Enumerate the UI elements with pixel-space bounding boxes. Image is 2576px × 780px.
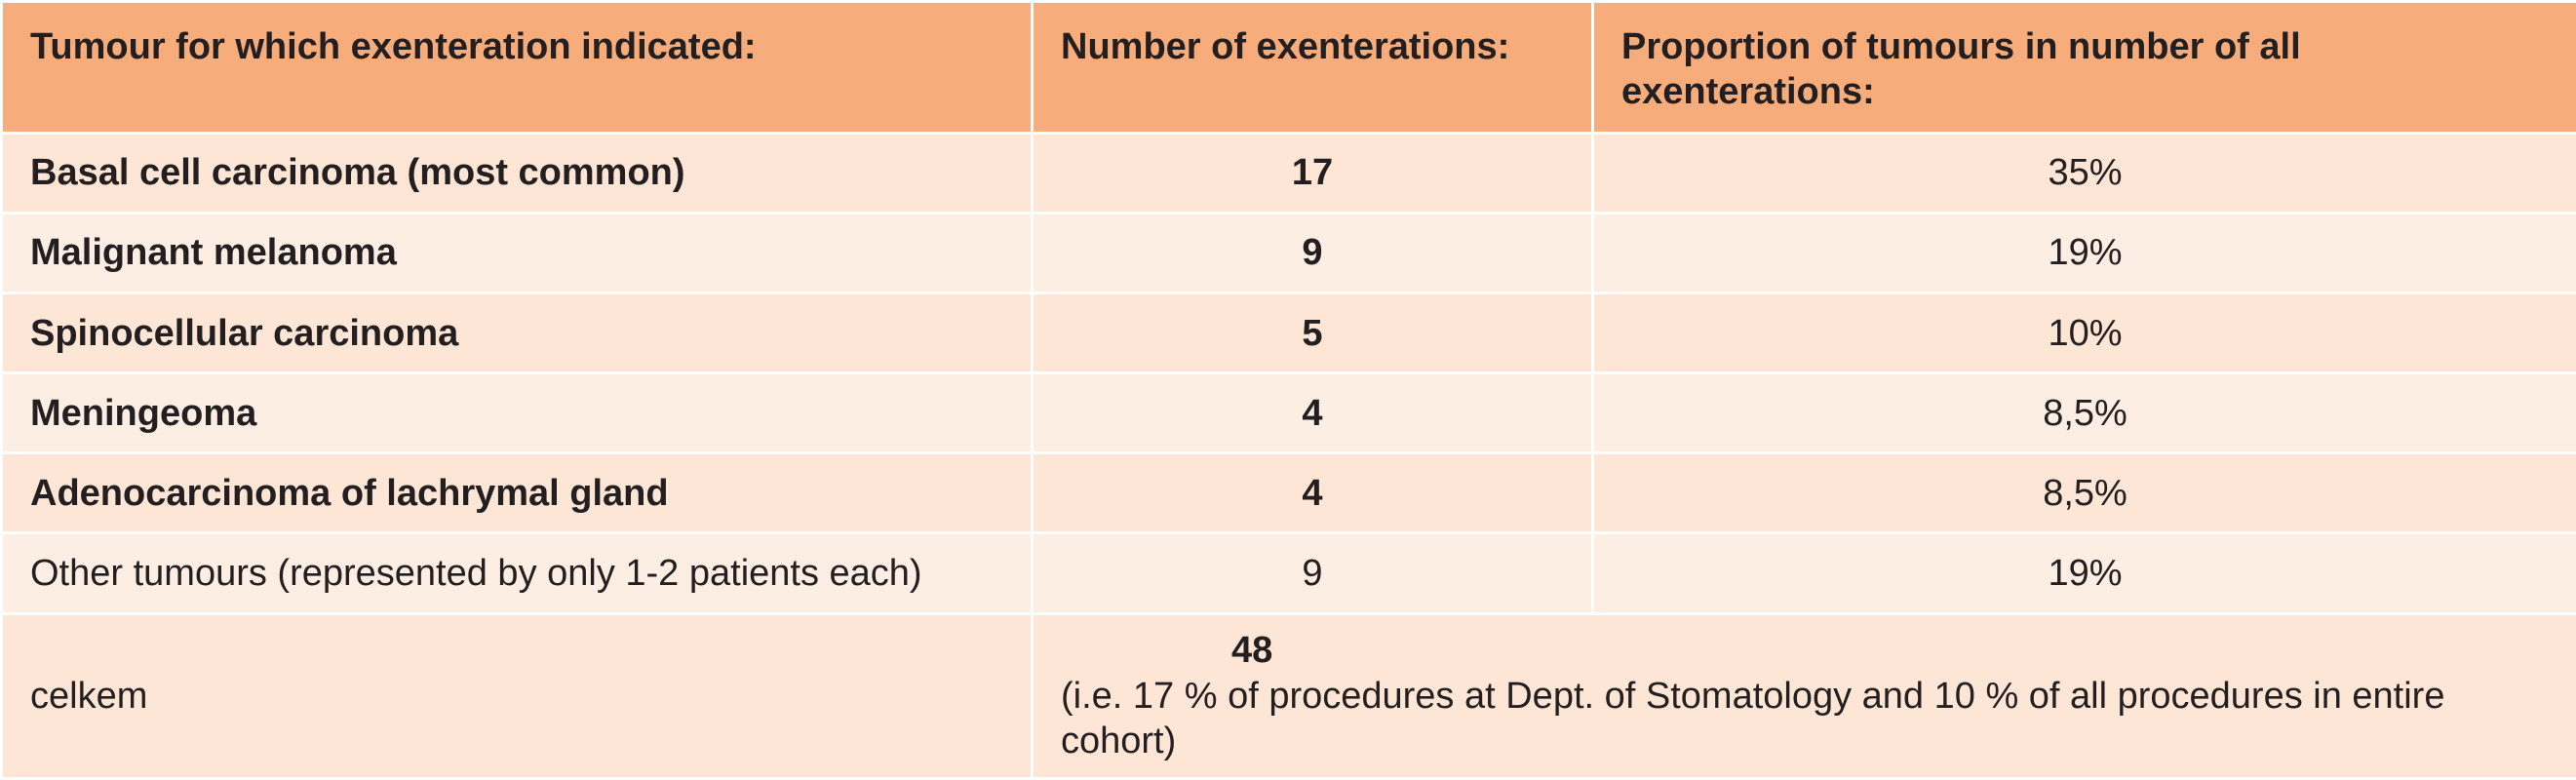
table-row: Basal cell carcinoma (most common) 17 35… (0, 131, 2576, 215)
tumour-cell: Basal cell carcinoma (most common) (0, 131, 1034, 215)
table-row: Other tumours (represented by only 1-2 p… (0, 531, 2576, 615)
header-row: Tumour for which exenteration indicated:… (0, 0, 2576, 135)
tumour-cell: Meningeoma (0, 371, 1034, 455)
proportion-cell: 19% (1591, 531, 2576, 615)
total-note: (i.e. 17 % of procedures at Dept. of Sto… (1061, 675, 2445, 761)
count-cell: 17 (1031, 131, 1594, 215)
proportion-cell: 8,5% (1591, 451, 2576, 535)
tumour-cell: Malignant melanoma (0, 212, 1034, 295)
total-count: 48 (1231, 630, 1273, 672)
header-tumour: Tumour for which exenteration indicated: (0, 0, 1034, 135)
tumour-cell: Spinocellular carcinoma (0, 292, 1034, 375)
proportion-cell: 10% (1591, 292, 2576, 375)
header-count: Number of exenterations: (1031, 0, 1594, 135)
proportion-cell: 8,5% (1591, 371, 2576, 455)
tumour-cell: Adenocarcinoma of lachrymal gland (0, 451, 1034, 535)
total-label-cell: celkem (0, 611, 1034, 780)
table-row: Spinocellular carcinoma 5 10% (0, 292, 2576, 375)
proportion-cell: 35% (1591, 131, 2576, 215)
table-body: Basal cell carcinoma (most common) 17 35… (0, 131, 2576, 780)
table-header: Tumour for which exenteration indicated:… (0, 0, 2576, 135)
count-cell: 4 (1031, 371, 1594, 455)
count-cell: 9 (1031, 212, 1594, 295)
proportion-cell: 19% (1591, 212, 2576, 295)
table-row: Malignant melanoma 9 19% (0, 212, 2576, 295)
total-row: celkem 48 (i.e. 17 % of procedures at De… (0, 611, 2576, 780)
total-summary-cell: 48 (i.e. 17 % of procedures at Dept. of … (1031, 611, 2576, 780)
header-proportion: Proportion of tumours in number of all e… (1591, 0, 2576, 135)
count-cell: 4 (1031, 451, 1594, 535)
tumour-cell: Other tumours (represented by only 1-2 p… (0, 531, 1034, 615)
table-row: Adenocarcinoma of lachrymal gland 4 8,5% (0, 451, 2576, 535)
table-row: Meningeoma 4 8,5% (0, 371, 2576, 455)
count-cell: 9 (1031, 531, 1594, 615)
count-cell: 5 (1031, 292, 1594, 375)
